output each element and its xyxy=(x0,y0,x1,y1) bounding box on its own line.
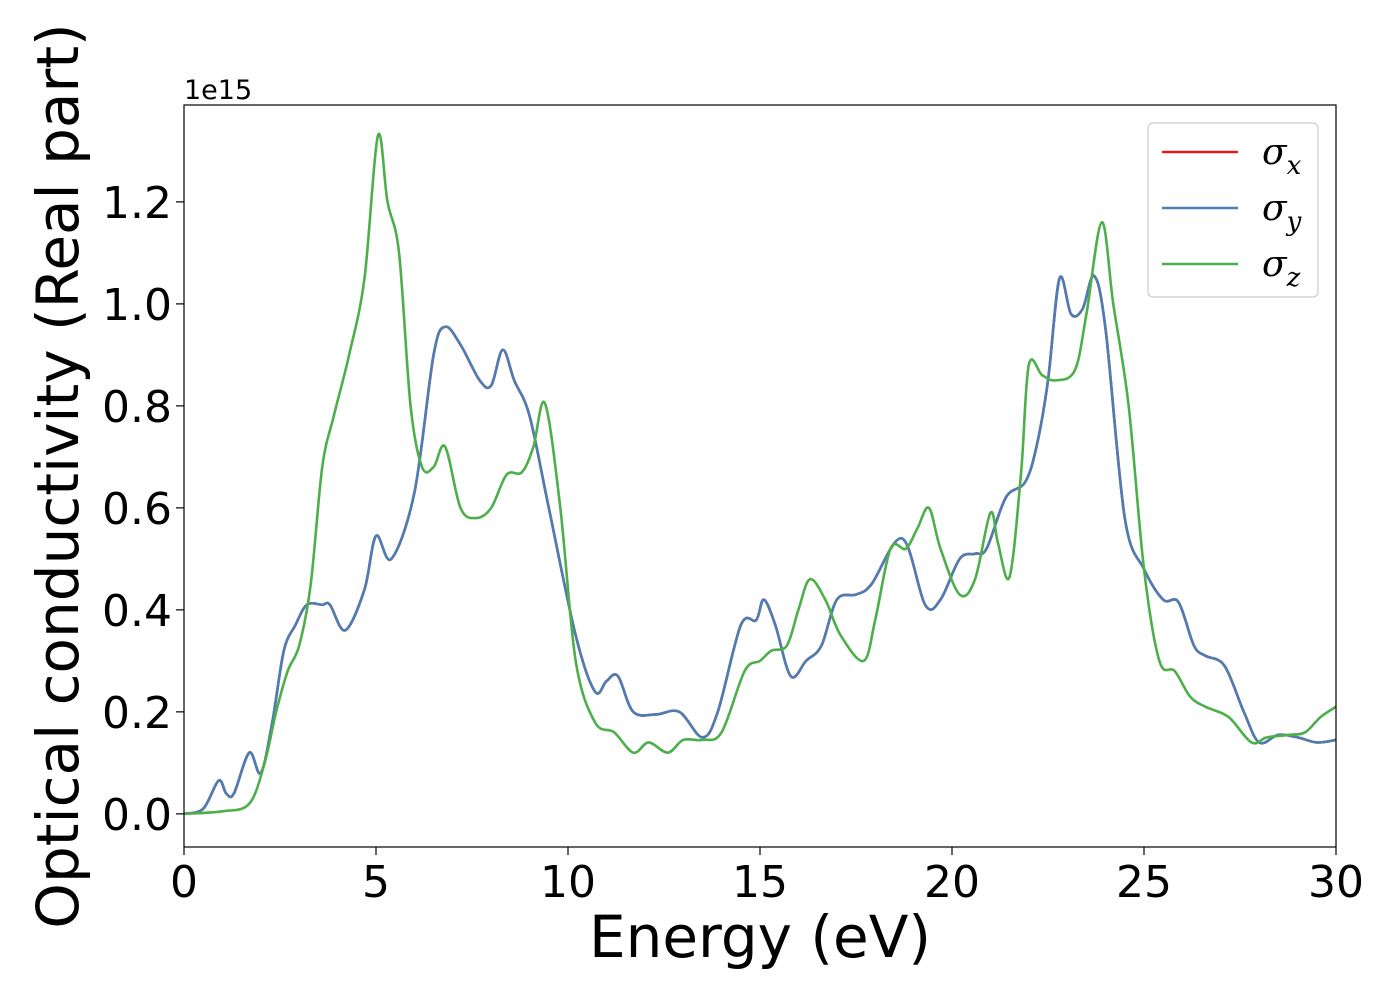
series-line-z xyxy=(184,132,1336,816)
series-layer xyxy=(184,132,1336,816)
x-tick-label: 15 xyxy=(732,857,788,908)
x-tick-label: 0 xyxy=(170,857,198,908)
series-line-y xyxy=(184,274,1336,816)
y-tick-label: 0.8 xyxy=(102,382,172,433)
legend-label-y: σy xyxy=(1262,188,1302,237)
y-axis: 0.0 0.2 0.4 0.6 0.8 1.0 1.2 xyxy=(102,178,184,841)
legend-box xyxy=(1147,122,1319,298)
legend-label-z: σz xyxy=(1262,244,1301,293)
y-tick-label: 0.4 xyxy=(102,586,172,637)
x-tick-label: 5 xyxy=(362,857,390,908)
x-axis-title: Energy (eV) xyxy=(589,903,931,971)
x-tick-label: 20 xyxy=(924,857,980,908)
y-offset-label: 1e15 xyxy=(184,75,252,106)
y-tick-label: 0.6 xyxy=(102,484,172,535)
plot-background xyxy=(184,105,1336,847)
legend: σx σy σz xyxy=(1147,122,1319,298)
y-tick-label: 1.2 xyxy=(102,178,172,229)
y-tick-label: 0.0 xyxy=(102,790,172,841)
x-tick-label: 10 xyxy=(540,857,596,908)
x-tick-label: 25 xyxy=(1116,857,1172,908)
x-tick-label: 30 xyxy=(1308,857,1364,908)
x-axis: 0 5 10 15 20 25 30 xyxy=(170,847,1364,908)
legend-label-x: σx xyxy=(1262,132,1302,181)
y-axis-title: Optical conductivity (Real part) xyxy=(24,23,92,928)
y-tick-label: 1.0 xyxy=(102,280,172,331)
y-tick-label: 0.2 xyxy=(102,688,172,739)
